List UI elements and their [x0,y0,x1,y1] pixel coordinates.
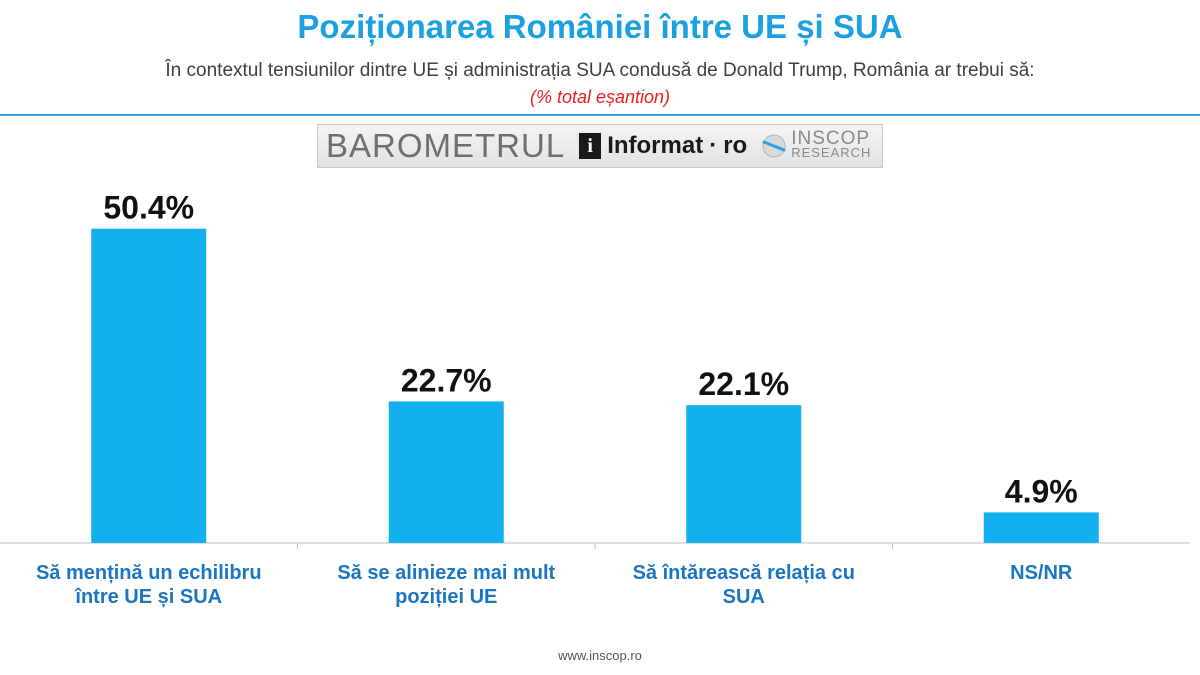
footer-url: www.inscop.ro [558,648,642,663]
barometer-logo-text: BAROMETRUL [326,127,566,164]
bar-4 [983,512,1099,543]
chart-subtitle: În contextul tensiunilor dintre UE și ad… [165,60,1035,81]
informat-logo-dot: · [709,132,718,159]
informat-logo-name: Informat [607,132,704,159]
chart-title: Poziționarea României între UE și SUA [297,8,903,45]
category-label-1: Să mențină un echilibru între UE și SUA [36,562,262,608]
bar-1 [91,228,207,544]
inscop-globe-icon [762,134,786,158]
category-label-4: NS/NR [1010,562,1073,584]
value-label-2: 22.7% [401,362,492,398]
bar-2 [388,401,504,543]
bar-3 [686,405,802,543]
category-label-2: Să se alinieze mai mult poziției UE [337,562,555,608]
informat-logo-tld: ro [723,132,748,159]
sample-note: (% total eșantion) [529,87,671,107]
value-label-3: 22.1% [698,366,789,402]
inscop-logo-name: INSCOP [791,128,871,149]
inscop-logo-sub: RESEARCH [791,145,872,160]
barometer-logo-banner: BAROMETRUL i Informat · ro INSCOP RESEARCH [317,124,883,168]
informat-logo-icon: i [579,133,602,159]
category-label-3: Să întărească relația cu SUA [633,562,855,608]
header-divider [0,114,1200,116]
value-label-4: 4.9% [1005,473,1078,509]
informat-logo: i Informat · ro [579,132,747,160]
value-label-1: 50.4% [103,190,194,226]
inscop-logo: INSCOP RESEARCH [761,128,872,160]
